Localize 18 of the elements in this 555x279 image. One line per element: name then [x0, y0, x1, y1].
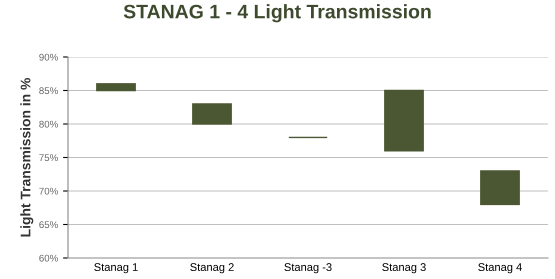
y-axis-title: Light Transmission in % — [20, 78, 34, 236]
y-tick-label: 70% — [39, 188, 58, 195]
bar — [480, 170, 520, 206]
x-tick-label: Stanag 3 — [382, 263, 426, 274]
y-tick-label: 90% — [39, 54, 58, 61]
bar — [384, 90, 424, 152]
chart-title: STANAG 1 - 4 Light Transmission — [124, 4, 431, 22]
bar — [96, 83, 136, 92]
x-tick-label: Stanag 2 — [190, 263, 234, 274]
x-tick-label: Stanag 1 — [94, 263, 138, 274]
y-tick-label: 60% — [39, 254, 58, 262]
y-tick-label: 80% — [39, 120, 58, 128]
bar — [192, 103, 232, 125]
x-tick-label: Stanag 4 — [478, 263, 522, 274]
y-tick-label: 75% — [39, 154, 58, 162]
x-tick-label: Stanag -3 — [284, 263, 332, 274]
y-tick-label: 85% — [39, 87, 58, 94]
y-tick-label: 65% — [39, 221, 58, 228]
